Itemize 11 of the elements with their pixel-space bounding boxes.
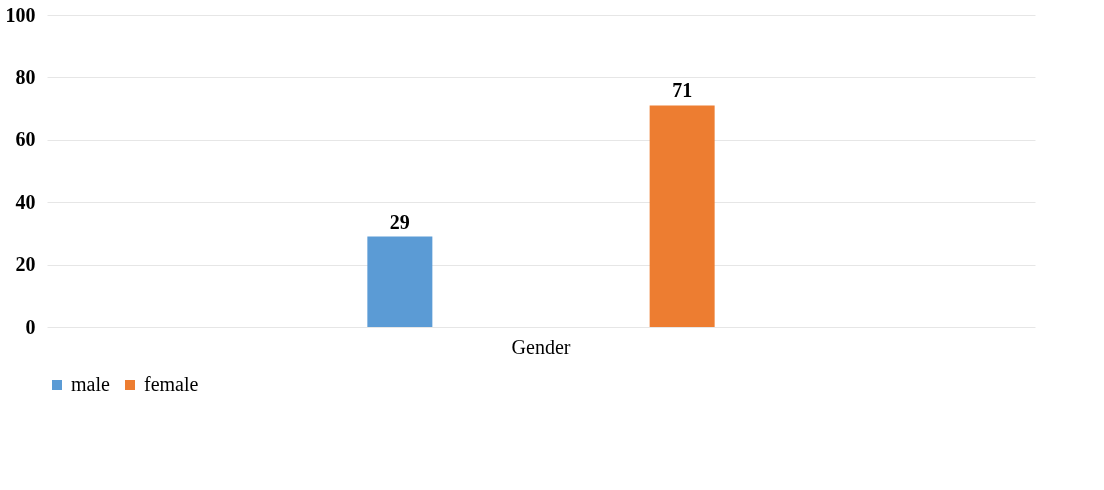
y-tick-label: 100 bbox=[5, 3, 36, 26]
y-tick-label: 20 bbox=[15, 253, 36, 276]
data-label: 29 bbox=[389, 210, 410, 233]
y-tick-label: 0 bbox=[25, 315, 36, 338]
y-tick-label: 80 bbox=[15, 65, 36, 88]
legend-label: male bbox=[71, 373, 110, 395]
x-tick-label: Gender bbox=[511, 335, 571, 358]
y-tick-label: 60 bbox=[15, 128, 36, 151]
y-tick-label: 40 bbox=[15, 190, 36, 213]
data-label: 71 bbox=[672, 79, 693, 102]
legend-label: female bbox=[144, 373, 199, 395]
